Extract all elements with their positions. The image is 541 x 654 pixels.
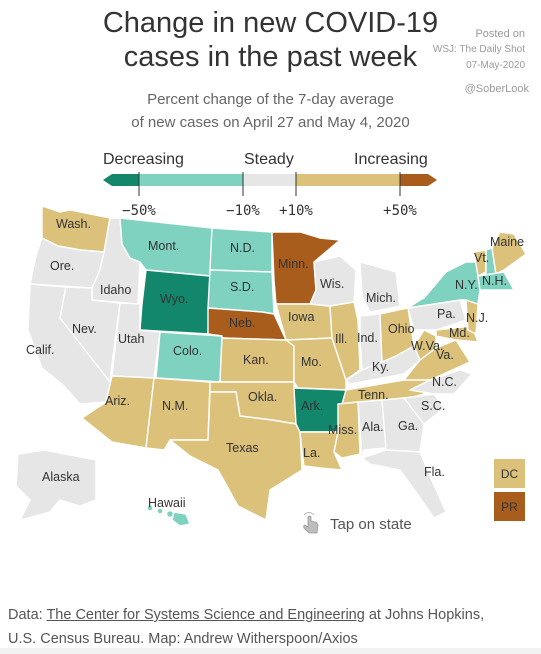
label-fla: Fla. — [424, 465, 445, 479]
tap-hand-icon — [303, 512, 319, 534]
label-md: Md. — [449, 326, 470, 340]
label-ohio: Ohio — [388, 322, 414, 336]
label-mich: Mich. — [366, 291, 396, 305]
footer-divider — [0, 648, 541, 654]
legend-steady: Steady — [244, 151, 294, 168]
label-wash: Wash. — [56, 217, 91, 231]
legend-swatch-steady — [243, 174, 296, 186]
label-sc: S.C. — [421, 399, 445, 413]
label-sd: S.D. — [230, 280, 254, 294]
label-colo: Colo. — [173, 344, 202, 358]
label-pa: Pa. — [437, 307, 456, 321]
source-link[interactable]: The Center for Systems Science and Engin… — [46, 607, 365, 623]
posted-on: Posted on — [475, 28, 525, 40]
label-mo: Mo. — [301, 355, 322, 369]
legend-tick-plus-50: +50% — [383, 203, 417, 219]
state-mich[interactable] — [359, 261, 401, 313]
label-la: La. — [303, 446, 320, 460]
state-wva[interactable] — [413, 329, 437, 361]
footer-line2: U.S. Census Bureau. Map: Andrew Withersp… — [8, 631, 358, 647]
legend-tick-minus-50: −50% — [122, 203, 156, 219]
label-texas: Texas — [226, 441, 259, 455]
legend-decreasing: Decreasing — [103, 151, 184, 168]
state-alaska[interactable] — [15, 449, 97, 521]
state-hawaii[interactable] — [146, 504, 191, 527]
label-iowa: Iowa — [288, 310, 314, 324]
label-wva: W.Va. — [411, 339, 443, 353]
label-maine: Maine — [490, 235, 524, 249]
state-ny[interactable] — [407, 261, 481, 309]
label-neb: Neb. — [229, 316, 255, 330]
state-nm[interactable] — [145, 377, 211, 451]
label-nh: N.H. — [482, 274, 507, 288]
legend-tick-plus-10: +10% — [279, 203, 313, 219]
label-okla: Okla. — [248, 390, 277, 404]
label-hawaii: Hawaii — [148, 496, 186, 510]
label-nev: Nev. — [72, 322, 97, 336]
state-texas[interactable] — [169, 391, 303, 521]
label-ind: Ind. — [357, 331, 378, 345]
state-fla[interactable] — [361, 449, 447, 519]
tap-on-state-hint: Tap on state — [330, 516, 412, 533]
posted-by: WSJ: The Daily Shot — [432, 44, 525, 55]
author-handle: @SoberLook — [464, 83, 529, 95]
map-subtitle: Percent change of the 7-day average of n… — [0, 88, 541, 134]
label-ga: Ga. — [398, 419, 418, 433]
label-ala: Ala. — [362, 420, 384, 434]
label-va: Va. — [436, 348, 454, 362]
map-title: Change in new COVID-19 cases in the past… — [0, 6, 541, 74]
label-vt: Vt. — [474, 251, 489, 265]
label-ore: Ore. — [50, 259, 74, 273]
subtitle-line-2: of new cases on April 27 and May 4, 2020 — [131, 114, 410, 131]
label-tenn: Tenn. — [358, 388, 389, 402]
label-alaska: Alaska — [42, 470, 80, 484]
label-idaho: Idaho — [100, 283, 131, 297]
label-minn: Minn. — [278, 257, 309, 271]
label-ark: Ark. — [301, 399, 323, 413]
legend-swatch-strong-increase — [400, 174, 437, 186]
posted-watermark: Posted on WSJ: The Daily Shot 07-May-202… — [433, 26, 525, 74]
label-nd: N.D. — [230, 241, 255, 255]
label-utah: Utah — [118, 332, 144, 346]
state-ill[interactable] — [329, 301, 361, 381]
legend-swatch-increase — [296, 174, 400, 186]
label-ill: Ill. — [335, 332, 348, 346]
title-line-2: cases in the past week — [123, 41, 418, 73]
legend-increasing: Increasing — [354, 151, 428, 168]
posted-date: 07-May-2020 — [466, 60, 525, 71]
territory-dc[interactable]: DC — [494, 459, 525, 488]
state-ala[interactable] — [357, 399, 387, 459]
label-ky: Ky. — [372, 360, 389, 374]
legend-swatch-decrease — [139, 174, 243, 186]
legend-swatch-strong-decrease — [103, 174, 139, 186]
territory-dc-label: DC — [500, 466, 519, 481]
territory-pr-label: PR — [501, 499, 518, 514]
label-miss: Miss. — [328, 423, 357, 437]
label-wyo: Wyo. — [160, 292, 188, 306]
label-mont: Mont. — [148, 239, 179, 253]
label-ariz: Ariz. — [105, 394, 130, 408]
label-wis: Wis. — [320, 277, 344, 291]
legend-bar — [103, 172, 437, 196]
label-ny: N.Y. — [455, 278, 478, 292]
state-ga[interactable] — [381, 397, 425, 453]
label-nc: N.C. — [432, 375, 457, 389]
footer-rest-line1: at Johns Hopkins, — [364, 607, 485, 623]
state-wyo[interactable] — [139, 269, 211, 335]
label-nm: N.M. — [162, 399, 188, 413]
source-footer: Data: The Center for Systems Science and… — [8, 603, 538, 651]
footer-data-prefix: Data: — [8, 607, 47, 623]
state-mass[interactable] — [477, 271, 515, 291]
label-kan: Kan. — [243, 353, 269, 367]
label-calif: Calif. — [26, 343, 54, 357]
title-line-1: Change in new COVID-19 — [102, 7, 439, 39]
state-sc[interactable] — [403, 393, 445, 425]
subtitle-line-1: Percent change of the 7-day average — [147, 91, 394, 108]
legend-tick-minus-10: −10% — [226, 203, 260, 219]
label-nj: N.J. — [466, 311, 488, 325]
territory-pr[interactable]: PR — [494, 492, 525, 521]
